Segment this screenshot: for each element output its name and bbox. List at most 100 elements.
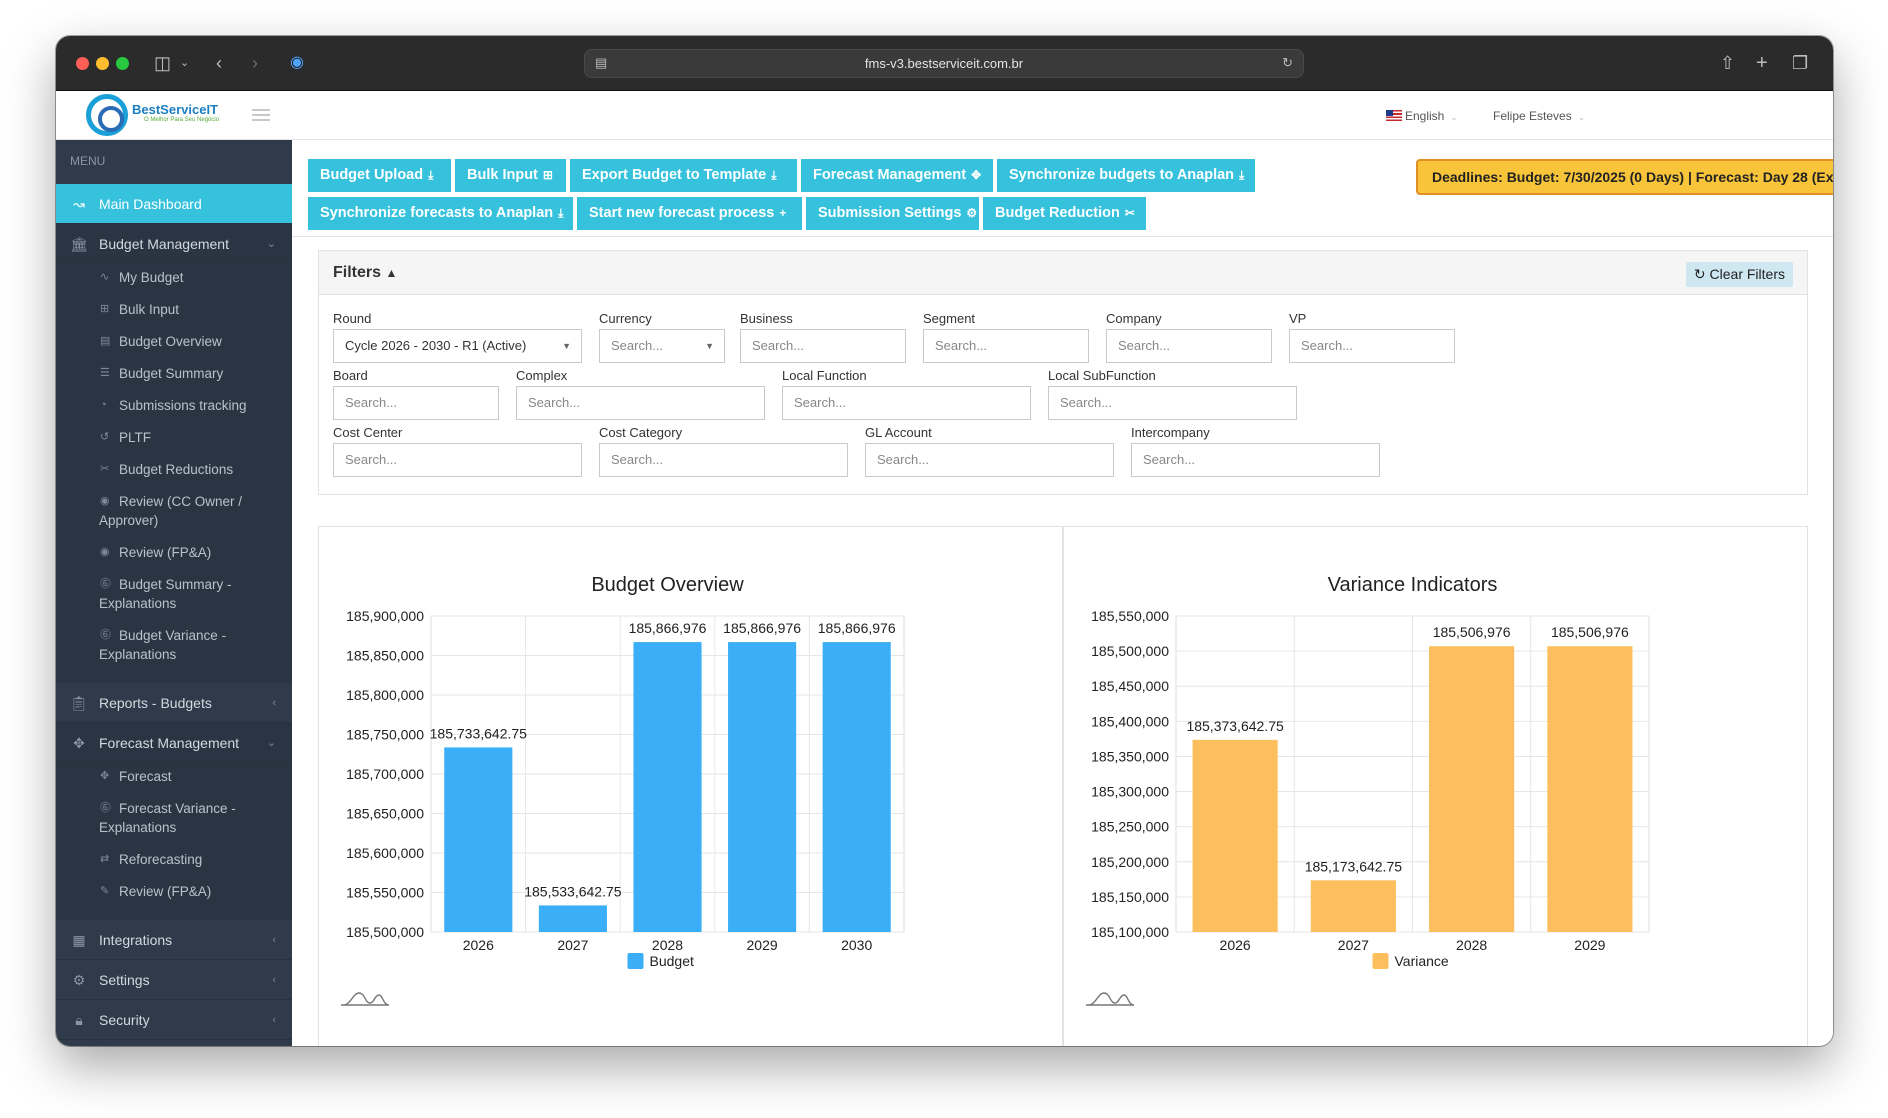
board-input[interactable]: Search... (333, 386, 499, 420)
sidebar-item-security[interactable]: 🔒︎ Security ‹ (56, 1000, 292, 1040)
sidebar-item-forecast-management[interactable]: ✥ Forecast Management ⌄ (56, 723, 292, 763)
bar[interactable] (1192, 739, 1278, 932)
forward-arrow-icon[interactable]: › (252, 53, 258, 73)
submission-settings-button[interactable]: Submission Settings ⚙ (806, 197, 979, 230)
bar[interactable] (538, 905, 607, 932)
sidebar-subitem-forecast-0[interactable]: ✥ Forecast (56, 767, 292, 786)
sidebar-subitem-forecast-2[interactable]: ⇄ Reforecasting (56, 850, 292, 869)
divider (292, 236, 1833, 237)
sidebar-subitem-budget-0[interactable]: ∿ My Budget (56, 268, 292, 287)
legend-label: Budget (650, 953, 694, 969)
bar[interactable] (444, 747, 513, 932)
sidebar-subitem-budget-2[interactable]: ▤ Budget Overview (56, 332, 292, 351)
filters-header[interactable]: Filters ▲ ↻ Clear Filters (319, 251, 1807, 295)
user-menu[interactable]: Felipe Esteves ⌄ (1493, 109, 1585, 123)
vp-input[interactable]: Search... (1289, 329, 1455, 363)
local-function-input[interactable]: Search... (782, 386, 1031, 420)
gl-account-label: GL Account (865, 425, 932, 440)
sidebar-toggle-icon[interactable]: ◫ (154, 53, 172, 73)
y-tick-label: 185,350,000 (1091, 748, 1169, 764)
cost-category-input[interactable]: Search... (599, 443, 848, 477)
new-tab-icon[interactable]: + (1756, 52, 1768, 74)
sync-forecasts-button[interactable]: Synchronize forecasts to Anaplan ⤓ (308, 197, 573, 230)
sidebar-item-settings[interactable]: ⚙ Settings ‹ (56, 960, 292, 1000)
legend-swatch (1372, 953, 1389, 969)
button-label: Submission Settings (818, 205, 962, 221)
y-tick-label: 185,650,000 (346, 806, 424, 822)
zoom-window-button[interactable] (116, 57, 129, 70)
local-subfunction-input[interactable]: Search... (1048, 386, 1297, 420)
bulk-input-button[interactable]: Bulk Input ⊞ (455, 159, 566, 192)
page-settings-icon[interactable]: ▤ (595, 55, 608, 70)
sidebar-subitem-budget-9[interactable]: ⓺ Budget Summary - Explanations (56, 575, 292, 613)
x-tick-label: 2027 (1338, 937, 1369, 953)
sync-budgets-button[interactable]: Synchronize budgets to Anaplan ⤓ (997, 159, 1255, 192)
bar[interactable] (1310, 880, 1396, 932)
forecast-management-button[interactable]: Forecast Management ✥ (801, 159, 993, 192)
bar[interactable] (633, 642, 702, 932)
hamburger-menu-icon[interactable] (252, 109, 270, 121)
sidebar-subitem-forecast-3[interactable]: ✎ Review (FP&A) (56, 882, 292, 901)
sidebar-item-integrations[interactable]: ▦ Integrations ‹ (56, 920, 292, 960)
y-tick-label: 185,600,000 (346, 845, 424, 861)
sidebar-subitem-budget-4[interactable]: ◔ Submissions tracking (56, 396, 292, 415)
bar[interactable] (1547, 646, 1633, 932)
address-bar[interactable]: ▤ fms-v3.bestserviceit.com.br ↻ (584, 49, 1304, 78)
scissors-icon: ✂︎ (1124, 206, 1135, 220)
tab-overview-icon[interactable]: ❐ (1792, 53, 1809, 73)
back-arrow-icon[interactable]: ‹ (216, 53, 222, 73)
currency-label: Currency (599, 311, 652, 326)
share-icon[interactable]: ⇧ (1720, 53, 1736, 73)
legend-swatch (627, 953, 644, 969)
sidebar-item-reports-budgets[interactable]: 📋︎ Reports - Budgets ‹ (56, 683, 292, 723)
company-input[interactable]: Search... (1106, 329, 1272, 363)
password-manager-icon[interactable]: ◉ (290, 54, 304, 71)
sidebar-subitem-budget-3[interactable]: ☰ Budget Summary (56, 364, 292, 383)
chart-watermark-icon (1086, 992, 1135, 1006)
y-tick-label: 185,450,000 (1091, 678, 1169, 694)
chart-title: Variance Indicators (1328, 574, 1498, 596)
gl-account-input[interactable]: Search... (865, 443, 1114, 477)
filters-title[interactable]: Filters ▲ (333, 264, 397, 282)
budget-reduction-button[interactable]: Budget Reduction ✂︎ (983, 197, 1146, 230)
chart-legend[interactable]: Variance (1372, 953, 1449, 969)
clear-filters-button[interactable]: ↻ Clear Filters (1685, 262, 1793, 287)
sidebar-subitem-label: My Budget (119, 270, 184, 285)
segment-input[interactable]: Search... (923, 329, 1089, 363)
minimize-window-button[interactable] (96, 57, 109, 70)
sidebar-subitem-budget-5[interactable]: ↺ PLTF (56, 428, 292, 447)
sidebar-subitem-forecast-1[interactable]: ⓺ Forecast Variance - Explanations (56, 799, 292, 837)
business-input[interactable]: Search... (740, 329, 906, 363)
y-tick-label: 185,550,000 (346, 885, 424, 901)
start-forecast-button[interactable]: Start new forecast process + (577, 197, 802, 230)
sidebar-subitem-budget-10[interactable]: ⓺ Budget Variance - Explanations (56, 626, 292, 664)
intercompany-input[interactable]: Search... (1131, 443, 1380, 477)
reload-icon[interactable]: ↻ (1282, 55, 1293, 70)
button-label: Bulk Input (467, 167, 538, 183)
bar[interactable] (822, 642, 891, 932)
upload-icon: ⤓ (558, 206, 564, 220)
bar[interactable] (728, 642, 797, 932)
currency-select[interactable]: Search... ▼ (599, 329, 725, 363)
close-window-button[interactable] (76, 57, 89, 70)
complex-input[interactable]: Search... (516, 386, 765, 420)
budget-upload-button[interactable]: Budget Upload ⤓ (308, 159, 451, 192)
language-selector[interactable]: English ⌄ (1386, 109, 1458, 123)
sidebar-subitem-budget-7[interactable]: ◉ Review (CC Owner / Approver) (56, 492, 292, 530)
sidebar-item-main-dashboard[interactable]: ↝ Main Dashboard (56, 184, 292, 224)
sidebar-item-budget-management[interactable]: 🏛︎ Budget Management ⌄ (56, 224, 292, 264)
chart-legend[interactable]: Budget (627, 953, 694, 969)
cost-center-input[interactable]: Search... (333, 443, 582, 477)
export-budget-button[interactable]: Export Budget to Template ⤓ (570, 159, 797, 192)
round-select[interactable]: Cycle 2026 - 2030 - R1 (Active) ▼ (333, 329, 582, 363)
sidebar-subitem-budget-8[interactable]: ◉ Review (FP&A) (56, 543, 292, 562)
sidebar-subitem-budget-1[interactable]: ⊞ Bulk Input (56, 300, 292, 319)
currency-placeholder: Search... (611, 338, 664, 353)
url-text: fms-v3.bestserviceit.com.br (864, 56, 1024, 71)
brand-logo[interactable]: BestServiceIT O Melhor Para Seu Negócio (86, 94, 246, 138)
sidebar-subitem-budget-6[interactable]: ✂︎ Budget Reductions (56, 460, 292, 479)
chevron-down-icon[interactable]: ⌄ (180, 57, 190, 69)
bar[interactable] (1429, 646, 1515, 932)
language-label: English (1405, 109, 1445, 123)
button-label: Budget Upload (320, 167, 424, 183)
